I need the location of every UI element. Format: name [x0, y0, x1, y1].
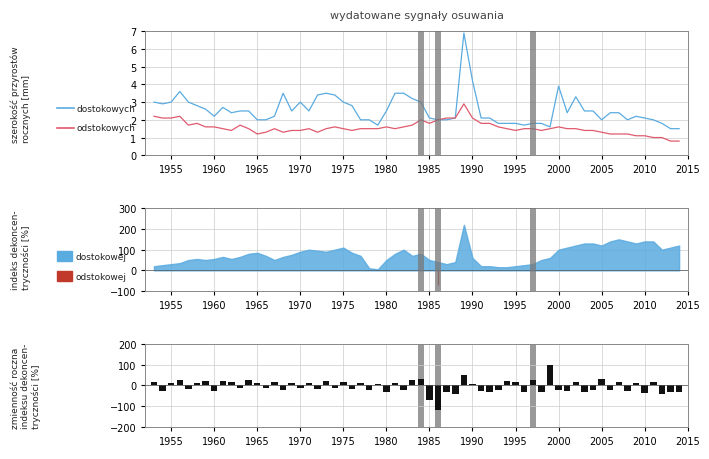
- Bar: [581, 386, 588, 392]
- Bar: [374, 384, 381, 386]
- Bar: [642, 386, 648, 393]
- Bar: [659, 386, 665, 394]
- Bar: [418, 344, 424, 427]
- Bar: [297, 386, 303, 388]
- Bar: [513, 382, 519, 386]
- Bar: [461, 375, 467, 386]
- Bar: [272, 382, 278, 386]
- Bar: [418, 209, 424, 291]
- Bar: [237, 386, 243, 388]
- Bar: [624, 386, 631, 391]
- Bar: [435, 32, 441, 156]
- Bar: [503, 381, 510, 386]
- Bar: [254, 384, 260, 386]
- Bar: [495, 386, 501, 390]
- Bar: [401, 386, 407, 390]
- Bar: [349, 386, 355, 389]
- Bar: [667, 386, 674, 392]
- Bar: [478, 386, 484, 391]
- Bar: [306, 384, 312, 386]
- Bar: [228, 382, 235, 386]
- Bar: [530, 381, 536, 386]
- Bar: [573, 382, 579, 386]
- Text: szerokość przyrostów
rocznych [mm]: szerokość przyrostów rocznych [mm]: [11, 46, 30, 142]
- Bar: [409, 381, 415, 386]
- Bar: [383, 386, 390, 392]
- Bar: [633, 384, 640, 386]
- Bar: [151, 382, 157, 386]
- Bar: [486, 386, 493, 392]
- Bar: [340, 382, 347, 386]
- Bar: [598, 380, 605, 386]
- Bar: [168, 384, 174, 386]
- Bar: [426, 386, 432, 400]
- Text: dostokowych: dostokowych: [77, 104, 135, 113]
- Bar: [452, 386, 459, 394]
- Bar: [521, 386, 527, 392]
- Bar: [615, 382, 622, 386]
- Bar: [185, 386, 191, 389]
- Bar: [443, 386, 450, 392]
- Bar: [220, 381, 226, 386]
- Text: odstokowych: odstokowych: [77, 124, 135, 133]
- Bar: [555, 386, 562, 390]
- Bar: [357, 384, 364, 386]
- Bar: [314, 386, 320, 389]
- Bar: [177, 381, 183, 386]
- Bar: [435, 344, 441, 427]
- Text: indeks dekoncen-
tryczności [%]: indeks dekoncen- tryczności [%]: [11, 210, 30, 290]
- Bar: [469, 384, 476, 386]
- Bar: [289, 383, 295, 386]
- Bar: [160, 386, 166, 391]
- Bar: [202, 381, 209, 386]
- Text: zmienność roczna
indeksu dekoncen-
tryczności [%]: zmienność roczna indeksu dekoncen- trycz…: [11, 343, 41, 428]
- Bar: [392, 384, 398, 386]
- Text: wydatowane sygnały osuwania: wydatowane sygnały osuwania: [330, 11, 503, 21]
- Bar: [332, 386, 338, 388]
- Bar: [564, 386, 571, 391]
- Bar: [530, 209, 536, 291]
- Bar: [262, 386, 269, 388]
- Bar: [530, 32, 536, 156]
- Bar: [590, 386, 596, 390]
- Text: dostokowej: dostokowej: [75, 252, 126, 261]
- Bar: [650, 382, 657, 386]
- Bar: [435, 209, 441, 291]
- Bar: [607, 386, 613, 390]
- Bar: [245, 381, 252, 386]
- Bar: [538, 386, 545, 392]
- Bar: [418, 380, 424, 386]
- Bar: [530, 344, 536, 427]
- Bar: [547, 365, 553, 386]
- Bar: [194, 384, 200, 386]
- Text: odstokowej: odstokowej: [75, 272, 126, 281]
- Bar: [280, 386, 286, 390]
- Bar: [366, 386, 372, 390]
- Bar: [418, 32, 424, 156]
- Bar: [323, 381, 330, 386]
- Bar: [676, 386, 682, 392]
- Bar: [435, 386, 441, 410]
- Bar: [211, 386, 218, 391]
